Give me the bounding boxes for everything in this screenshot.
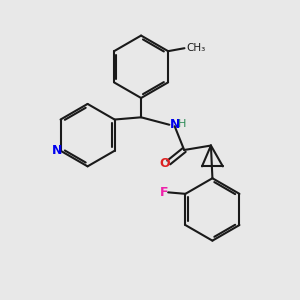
Text: F: F (160, 186, 169, 199)
Text: H: H (178, 118, 186, 128)
Text: O: O (160, 158, 170, 170)
Text: CH₃: CH₃ (187, 43, 206, 53)
Text: N: N (170, 118, 180, 131)
Text: N: N (52, 144, 62, 157)
